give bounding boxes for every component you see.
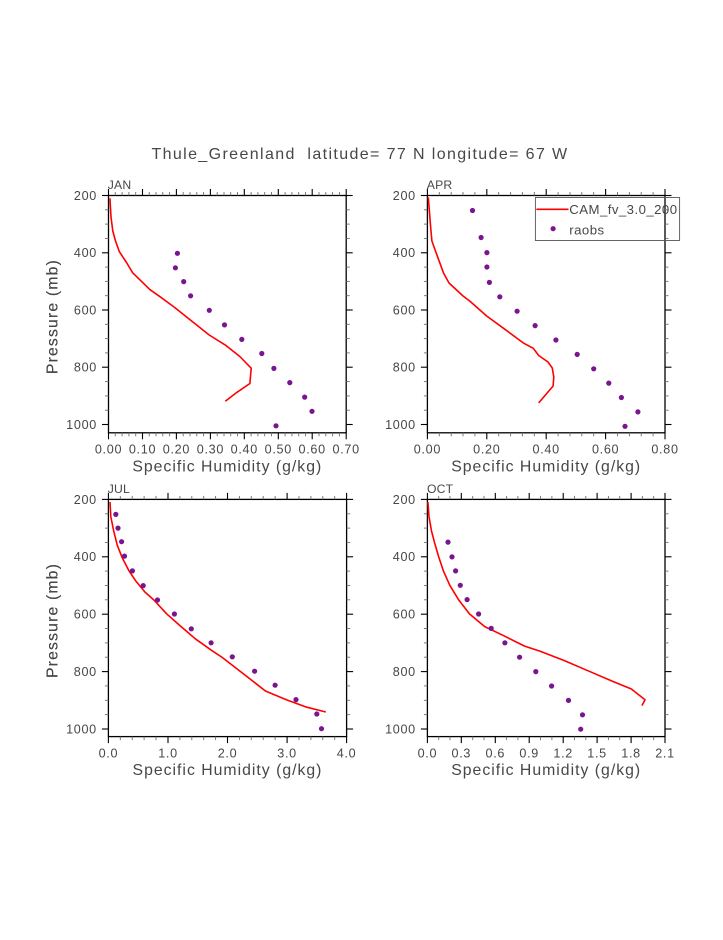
- svg-text:400: 400: [393, 550, 416, 564]
- svg-text:0.40: 0.40: [533, 443, 560, 457]
- svg-text:0.50: 0.50: [265, 443, 292, 457]
- svg-text:1.0: 1.0: [158, 746, 178, 760]
- svg-text:1000: 1000: [385, 418, 416, 432]
- svg-text:400: 400: [74, 550, 97, 564]
- svg-text:JAN: JAN: [108, 178, 131, 192]
- svg-text:600: 600: [393, 608, 416, 622]
- svg-text:0.00: 0.00: [95, 443, 122, 457]
- svg-text:0.60: 0.60: [299, 443, 326, 457]
- svg-text:1.2: 1.2: [553, 746, 573, 760]
- svg-text:Specific Humidity (g/kg): Specific Humidity (g/kg): [132, 458, 322, 475]
- svg-text:0.70: 0.70: [333, 443, 360, 457]
- svg-text:800: 800: [74, 665, 97, 679]
- svg-text:1000: 1000: [66, 418, 97, 432]
- svg-text:APR: APR: [427, 178, 453, 192]
- svg-text:Specific Humidity (g/kg): Specific Humidity (g/kg): [133, 762, 323, 779]
- svg-text:200: 200: [74, 189, 97, 203]
- svg-text:800: 800: [393, 361, 416, 375]
- svg-text:800: 800: [74, 361, 97, 375]
- svg-text:Pressure (mb): Pressure (mb): [45, 259, 62, 374]
- svg-text:200: 200: [393, 189, 416, 203]
- svg-text:0.10: 0.10: [129, 443, 156, 457]
- svg-text:0.0: 0.0: [418, 746, 438, 760]
- svg-text:raobs: raobs: [569, 222, 604, 237]
- svg-text:600: 600: [74, 303, 97, 317]
- svg-text:JUL: JUL: [108, 482, 130, 496]
- svg-text:0.80: 0.80: [651, 443, 678, 457]
- svg-text:0.0: 0.0: [99, 746, 119, 760]
- svg-text:200: 200: [74, 493, 97, 507]
- svg-text:CAM_fv_3.0_200: CAM_fv_3.0_200: [569, 202, 677, 217]
- svg-text:3.0: 3.0: [277, 746, 297, 760]
- svg-text:Pressure (mb): Pressure (mb): [45, 563, 62, 678]
- svg-text:1.8: 1.8: [621, 746, 641, 760]
- svg-text:400: 400: [393, 246, 416, 260]
- svg-text:200: 200: [393, 493, 416, 507]
- svg-text:1000: 1000: [385, 722, 416, 736]
- svg-text:2.1: 2.1: [655, 746, 675, 760]
- svg-text:0.20: 0.20: [163, 443, 190, 457]
- svg-text:0.9: 0.9: [519, 746, 539, 760]
- svg-text:0.20: 0.20: [473, 443, 500, 457]
- svg-text:600: 600: [393, 303, 416, 317]
- svg-text:0.60: 0.60: [592, 443, 619, 457]
- svg-text:1.5: 1.5: [587, 746, 607, 760]
- svg-text:400: 400: [74, 246, 97, 260]
- svg-text:0.30: 0.30: [197, 443, 224, 457]
- svg-text:1000: 1000: [66, 722, 97, 736]
- svg-text:0.40: 0.40: [231, 443, 258, 457]
- svg-text:2.0: 2.0: [218, 746, 238, 760]
- svg-text:Pressure (mb): Pressure (mb): [45, 259, 62, 374]
- svg-text:Pressure (mb): Pressure (mb): [45, 563, 62, 678]
- svg-text:Specific Humidity (g/kg): Specific Humidity (g/kg): [451, 458, 641, 475]
- svg-text:0.3: 0.3: [451, 746, 471, 760]
- svg-text:600: 600: [74, 608, 97, 622]
- svg-text:800: 800: [393, 665, 416, 679]
- svg-text:0.00: 0.00: [414, 443, 441, 457]
- svg-text:OCT: OCT: [427, 482, 454, 496]
- svg-text:4.0: 4.0: [337, 746, 357, 760]
- svg-text:Thule_Greenland latitude= 77: Thule_Greenland latitude= 77 N longitude…: [151, 146, 568, 163]
- svg-text:0.6: 0.6: [485, 746, 505, 760]
- svg-text:Specific Humidity (g/kg): Specific Humidity (g/kg): [451, 762, 641, 779]
